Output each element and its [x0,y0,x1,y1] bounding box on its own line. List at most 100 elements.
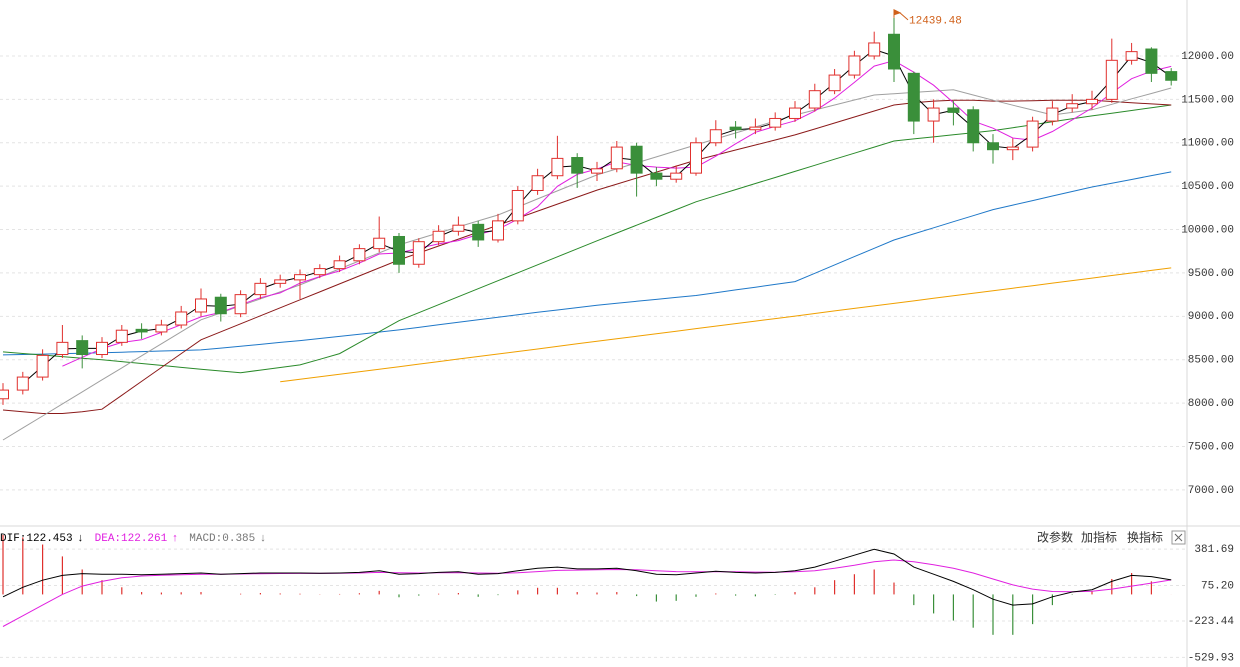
candle-body [769,117,782,128]
candle-body [214,296,227,315]
line-series [280,267,1172,383]
candle-body [927,107,940,122]
candle-body [670,172,683,180]
candle-body [868,42,881,57]
candle-body [412,241,425,265]
candle-body [947,107,960,113]
candle-body [808,90,821,109]
max-leader [899,12,909,21]
candle-body [333,260,346,270]
max-label: 12439.48 [909,16,962,28]
line-series [62,60,1172,367]
candle-body [353,248,366,262]
candle-body [135,328,148,333]
indicator-readout: DEA:122.261 [95,533,168,545]
candle-body [511,189,524,222]
candle-body [1145,48,1158,74]
candle-body [452,224,465,232]
candle-body [729,126,742,131]
candle-body [967,109,980,144]
candle-body [36,354,49,378]
indicator-arrow: ↓ [260,532,266,544]
y-tick-label: 7500.00 [1188,441,1234,453]
y-tick-label: 10000.00 [1181,224,1234,236]
y-tick-label: 7000.00 [1188,485,1234,497]
candle-body [690,142,702,174]
candle-body [175,311,188,326]
toolbar: 改参数 加指标 换指标 [1037,530,1186,545]
candle-body [1105,59,1118,100]
candle-body [650,172,663,180]
candle-body [551,157,564,177]
y-tick-label: 11000.00 [1181,138,1234,150]
y-tick-label: 8500.00 [1188,355,1234,367]
candle-body [1046,107,1059,122]
close-button[interactable] [1171,530,1186,545]
max-flag [893,9,902,18]
y-tick-label: 75.20 [1201,580,1234,592]
candle-body [1066,103,1079,109]
candle-body [155,324,168,333]
candle-body [571,157,584,174]
candle-body [274,279,287,284]
line-series [2,559,1172,627]
y-tick-label: 8000.00 [1188,398,1234,410]
candle-body [907,72,920,122]
candle-body [313,268,326,276]
candle-body [195,298,207,313]
candle-body [749,126,762,131]
candle-body [1165,71,1178,81]
candle-body [709,129,722,144]
line-series [2,171,1172,356]
candle-body [591,168,603,174]
candle-body [1026,120,1039,148]
close-icon [1174,533,1183,542]
y-tick-label: 11500.00 [1181,94,1234,106]
candle-body [492,220,504,241]
toolbar-button[interactable]: 改参数 [1037,530,1073,545]
candle-body [531,175,544,191]
toolbar-button[interactable]: 加指标 [1081,530,1117,545]
candle-body [888,33,900,70]
toolbar-button[interactable]: 换指标 [1127,530,1163,545]
candle-body [16,376,29,391]
candle-body [1125,51,1138,61]
candle-body [432,230,445,243]
macd-plot [2,535,1172,635]
indicator-arrow: ↑ [172,532,178,544]
line-series [2,99,1172,414]
candle-body [987,142,999,151]
candle-body [0,389,9,400]
y-tick-label: 381.69 [1194,544,1234,556]
y-tick-label: -223.44 [1188,616,1235,628]
line-series [2,87,1172,441]
candle-body [234,294,247,315]
candle-body [789,107,801,119]
y-tick-label: 9500.00 [1188,268,1234,280]
candle-body [254,282,267,296]
line-series [2,548,1172,606]
candle-body [610,146,623,170]
candle-body [96,341,108,356]
candle-body [56,341,69,356]
indicator-readout: DIF:122.453 [0,533,73,545]
candle-body [294,274,306,281]
y-tick-label: 10500.00 [1181,181,1234,193]
y-tick-label: 9000.00 [1188,311,1234,323]
y-tick-label: -529.93 [1188,652,1234,664]
candle-body [373,237,386,250]
plot: 12439.48 [0,9,1178,441]
candle-body [76,340,89,356]
candle-body [115,329,128,343]
candle-body [1006,146,1019,151]
indicator-readout: MACD:0.385 [189,533,255,545]
candle-body [828,74,841,92]
indicator-arrow: ↓ [78,532,84,544]
candle-body [848,55,861,76]
candle-body [1086,98,1098,105]
candle-body [393,235,405,265]
y-tick-label: 12000.00 [1181,51,1234,63]
candle-body [472,223,485,241]
